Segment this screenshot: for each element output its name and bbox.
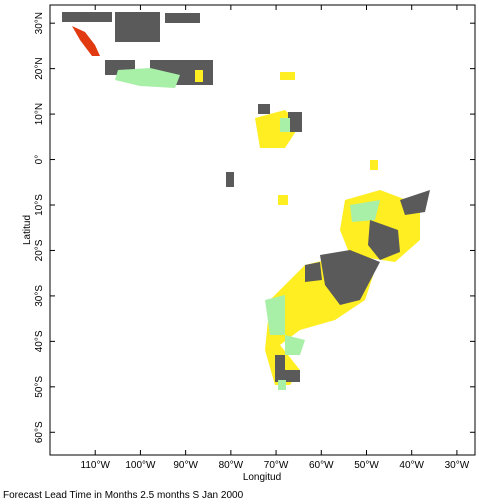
x-tick-label: 90°W xyxy=(173,460,198,471)
y-tick-label: 50°S xyxy=(34,376,45,398)
y-tick-label: 10°S xyxy=(34,194,45,216)
y-tick-label: 0° xyxy=(34,155,45,165)
x-axis-label: Longitud xyxy=(243,472,281,483)
x-tick-label: 30°W xyxy=(445,460,470,471)
y-tick-label: 40°S xyxy=(34,330,45,352)
y-tick-label: 60°S xyxy=(34,421,45,443)
y-tick-label: 10°N xyxy=(34,103,45,125)
y-axis-label: Latitud xyxy=(22,215,33,245)
y-tick-label: 30°N xyxy=(34,12,45,34)
data-field xyxy=(62,12,430,390)
y-tick-label: 20°S xyxy=(34,239,45,261)
x-tick-label: 80°W xyxy=(219,460,244,471)
footer: Forecast Lead Time in Months 2.5 months … xyxy=(3,490,244,501)
x-tick-label: 50°W xyxy=(354,460,379,471)
x-tick-label: 60°W xyxy=(309,460,334,471)
y-tick-label: 30°S xyxy=(34,285,45,307)
x-tick-label: 110°W xyxy=(81,460,111,471)
x-tick-label: 40°W xyxy=(399,460,424,471)
x-tick-label: 100°W xyxy=(125,460,156,471)
x-tick-label: 70°W xyxy=(264,460,289,471)
y-tick-label: 20°N xyxy=(34,57,45,79)
map-frame xyxy=(49,4,476,456)
